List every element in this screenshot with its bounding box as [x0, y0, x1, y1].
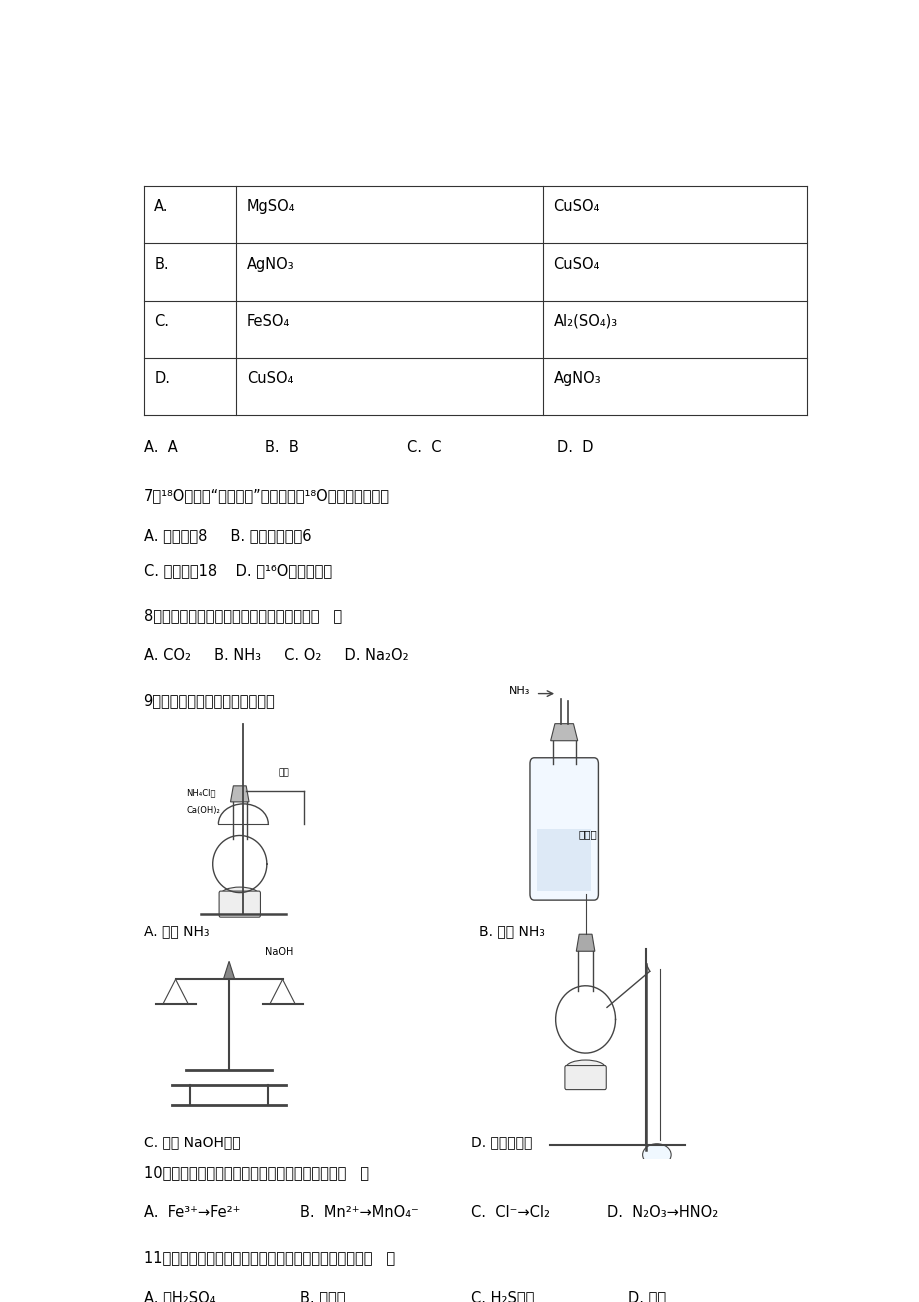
Text: NH₃: NH₃	[508, 686, 529, 695]
Text: CuSO₄: CuSO₄	[553, 199, 599, 215]
Text: B. 干燥 NH₃: B. 干燥 NH₃	[478, 924, 544, 939]
Text: A.: A.	[154, 199, 168, 215]
Text: CuSO₄: CuSO₄	[246, 371, 293, 385]
Text: NaOH: NaOH	[265, 948, 293, 957]
Text: A. 中子数为8     B. 核外电子数为6: A. 中子数为8 B. 核外电子数为6	[143, 529, 311, 543]
Text: D.  D: D. D	[557, 440, 593, 454]
FancyBboxPatch shape	[219, 891, 260, 917]
Text: A. 制取 NH₃: A. 制取 NH₃	[143, 924, 209, 939]
Text: C. 称量 NaOH固体: C. 称量 NaOH固体	[143, 1135, 240, 1148]
Text: 8、下列分子中，只存在非极性共价键的是（   ）: 8、下列分子中，只存在非极性共价键的是（ ）	[143, 608, 341, 624]
FancyBboxPatch shape	[529, 758, 597, 900]
Text: NH₄Cl和: NH₄Cl和	[186, 789, 216, 798]
Text: C.  Cl⁻→Cl₂: C. Cl⁻→Cl₂	[471, 1204, 550, 1220]
Text: A.  Fe³⁺→Fe²⁺: A. Fe³⁺→Fe²⁺	[143, 1204, 240, 1220]
Text: AgNO₃: AgNO₃	[246, 256, 294, 272]
Text: D. 石油的分馏: D. 石油的分馏	[471, 1135, 532, 1148]
Text: B. 稀硕酸: B. 稀硕酸	[300, 1290, 346, 1302]
Text: 棉花: 棉花	[278, 768, 289, 777]
Text: C. 质子数为18    D. 与¹⁶O互为同位素: C. 质子数为18 D. 与¹⁶O互为同位素	[143, 564, 331, 578]
Text: 10、下列变化中只有通过还原反应才能实现的是（   ）: 10、下列变化中只有通过还原反应才能实现的是（ ）	[143, 1165, 369, 1180]
Text: 11、下列试剂在空气中久置后，容易出现浑浊现象的是（   ）: 11、下列试剂在空气中久置后，容易出现浑浊现象的是（ ）	[143, 1250, 394, 1266]
Text: 浓硫酸: 浓硫酸	[578, 829, 596, 838]
Text: D.: D.	[154, 371, 170, 385]
Polygon shape	[537, 829, 591, 891]
Text: AgNO₃: AgNO₃	[553, 371, 600, 385]
Text: CuSO₄: CuSO₄	[553, 256, 599, 272]
Polygon shape	[223, 961, 234, 979]
Ellipse shape	[641, 1143, 671, 1165]
FancyBboxPatch shape	[564, 1065, 606, 1090]
Text: D. 氨水: D. 氨水	[628, 1290, 665, 1302]
Text: 9、下列实验装置或操作正确的是: 9、下列实验装置或操作正确的是	[143, 694, 275, 708]
Text: A. 稀H₂SO₄: A. 稀H₂SO₄	[143, 1290, 215, 1302]
Text: A.  A: A. A	[143, 440, 177, 454]
Text: 7、¹⁸O常用作“示踪原子”，下列关于¹⁸O的说法正确的是: 7、¹⁸O常用作“示踪原子”，下列关于¹⁸O的说法正确的是	[143, 488, 389, 503]
Polygon shape	[575, 935, 595, 952]
Text: FeSO₄: FeSO₄	[246, 314, 289, 328]
Text: C.  C: C. C	[407, 440, 441, 454]
Text: C. H₂S溶液: C. H₂S溶液	[471, 1290, 534, 1302]
Ellipse shape	[220, 887, 259, 904]
Text: B.: B.	[154, 256, 169, 272]
Text: A. CO₂     B. NH₃     C. O₂     D. Na₂O₂: A. CO₂ B. NH₃ C. O₂ D. Na₂O₂	[143, 648, 408, 664]
Text: MgSO₄: MgSO₄	[246, 199, 295, 215]
Text: Ca(OH)₂: Ca(OH)₂	[186, 806, 220, 815]
Text: D.  N₂O₃→HNO₂: D. N₂O₃→HNO₂	[607, 1204, 718, 1220]
Polygon shape	[231, 786, 249, 802]
Ellipse shape	[565, 1060, 605, 1075]
Text: B.  Mn²⁺→MnO₄⁻: B. Mn²⁺→MnO₄⁻	[300, 1204, 419, 1220]
Polygon shape	[550, 724, 577, 741]
Text: Al₂(SO₄)₃: Al₂(SO₄)₃	[553, 314, 617, 328]
Text: C.: C.	[154, 314, 169, 328]
Text: B.  B: B. B	[265, 440, 298, 454]
